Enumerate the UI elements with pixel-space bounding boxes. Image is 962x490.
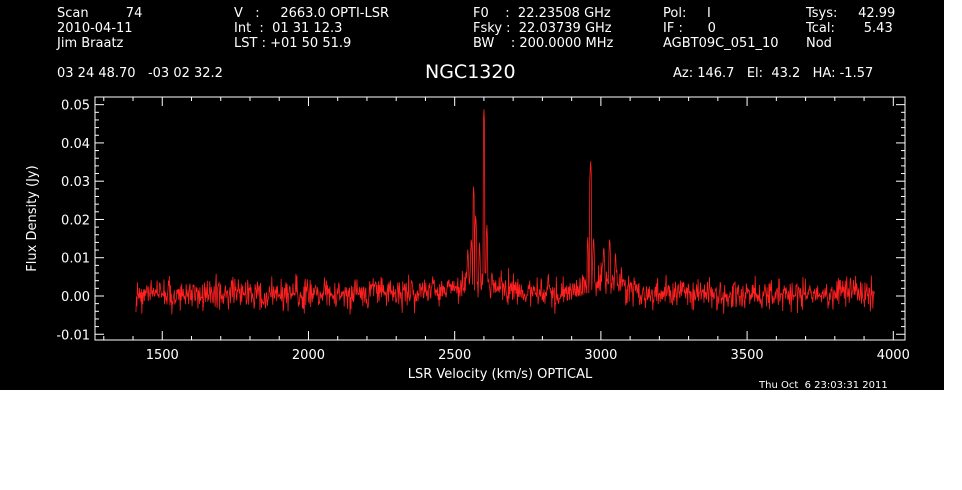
header-rest-frequency: F0 : 22.23508 GHz — [473, 6, 611, 21]
spectrum-trace — [135, 109, 875, 315]
header-date: 2010-04-11 — [57, 21, 133, 36]
header-if: IF : 0 — [663, 21, 716, 36]
header-polarization: Pol: I — [663, 6, 711, 21]
x-tick-label: 3500 — [731, 348, 764, 363]
header-integration: Int : 01 31 12.3 — [234, 21, 343, 36]
header-lst: LST : +01 50 51.9 — [234, 36, 352, 51]
header-bandwidth: BW : 200.0000 MHz — [473, 36, 614, 51]
y-tick-label: 0.00 — [61, 290, 90, 305]
header-sky-frequency: Fsky : 22.03739 GHz — [473, 21, 612, 36]
source-name: NGC1320 — [425, 61, 516, 83]
plot-frame — [94, 96, 906, 341]
spectrum-chart: 1500 2000 2500 3000 3500 4000 -0.01 0.00 0.01 0.0… — [25, 96, 910, 382]
y-tick-label: 0.05 — [61, 99, 90, 114]
y-tick-label: 0.03 — [61, 175, 90, 190]
y-tick-label: 0.02 — [61, 213, 90, 228]
x-tick-label: 3000 — [584, 348, 617, 363]
az-el-ha: Az: 146.7 El: 43.2 HA: -1.57 — [673, 66, 874, 81]
x-tick-label: 1500 — [146, 348, 179, 363]
spectrum-panel: Scan 74 2010-04-11 Jim Braatz V : 2663.0… — [0, 0, 944, 391]
x-tick-label: 4000 — [877, 348, 910, 363]
y-tick-label: -0.01 — [56, 328, 90, 343]
y-tick-label: 0.01 — [61, 252, 90, 267]
header-scan: Scan 74 — [57, 6, 143, 21]
header-procedure: Nod — [806, 36, 832, 51]
y-tick-label: 0.04 — [61, 137, 90, 152]
header-velocity: V : 2663.0 OPTI-LSR — [234, 6, 390, 21]
x-tick-label: 2000 — [292, 348, 325, 363]
header-project: AGBT09C_051_10 — [663, 36, 779, 51]
x-tick-label: 2500 — [438, 348, 471, 363]
y-axis-label: Flux Density (Jy) — [25, 165, 40, 271]
header-observer: Jim Braatz — [57, 36, 124, 51]
header-tcal: Tcal: 5.43 — [806, 21, 893, 36]
plot-timestamp: Thu Oct 6 23:03:31 2011 — [759, 380, 888, 391]
x-axis-label: LSR Velocity (km/s) OPTICAL — [408, 367, 593, 382]
source-coordinates: 03 24 48.70 -03 02 32.2 — [57, 66, 223, 81]
header-tsys: Tsys: 42.99 — [806, 6, 896, 21]
